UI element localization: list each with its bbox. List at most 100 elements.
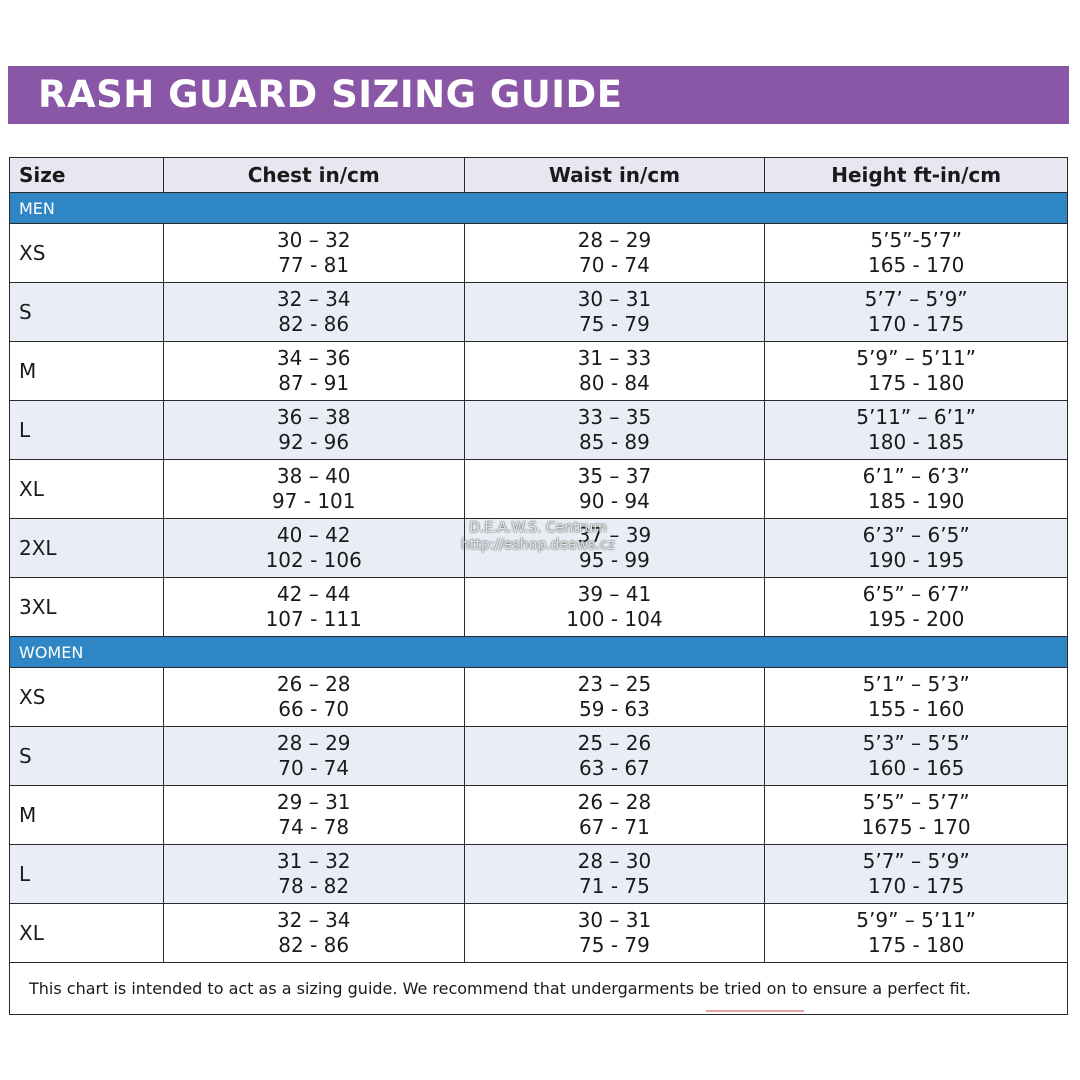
chest-values: 26 – 28 66 - 70 <box>277 672 351 722</box>
chest-imperial: 36 – 38 <box>276 405 351 429</box>
table-row: S 32 – 34 82 - 86 30 – 31 75 - 79 5’7’ – 5’9”… <box>10 283 1067 342</box>
height-imperial: 5’5”-5’7” <box>870 228 962 252</box>
chest-imperial: 31 – 32 <box>276 849 351 873</box>
height-imperial: 5’1” – 5’3” <box>862 672 970 696</box>
waist-values: 31 – 33 80 - 84 <box>578 346 652 396</box>
table-row: M 34 – 36 87 - 91 31 – 33 80 - 84 5’9” – 5’11… <box>10 342 1067 401</box>
table-row: 2XL 40 – 42 102 - 106 37 – 39 95 - 99 6’3” – … <box>10 519 1067 578</box>
waist-metric: 75 - 79 <box>579 933 650 957</box>
chest-values: 42 – 44 107 - 111 <box>266 582 362 632</box>
height-values: 5’7” – 5’9” 170 - 175 <box>863 849 970 899</box>
waist-cell: 23 – 25 59 - 63 <box>465 668 766 726</box>
height-values: 6’1” – 6’3” 185 - 190 <box>863 464 970 514</box>
height-cell: 6’3” – 6’5” 190 - 195 <box>765 519 1067 577</box>
height-metric: 175 - 180 <box>868 371 965 395</box>
waist-values: 28 – 30 71 - 75 <box>578 849 652 899</box>
waist-cell: 28 – 30 71 - 75 <box>465 845 766 903</box>
waist-values: 35 – 37 90 - 94 <box>578 464 652 514</box>
height-metric: 180 - 185 <box>868 430 965 454</box>
waist-imperial: 37 – 39 <box>577 523 652 547</box>
chest-cell: 32 – 34 82 - 86 <box>164 904 465 962</box>
chest-imperial: 32 – 34 <box>276 287 351 311</box>
table-header-row: Size Chest in/cm Waist in/cm Height ft-i… <box>10 158 1067 193</box>
size-cell: XS <box>10 224 164 282</box>
height-cell: 5’7’ – 5’9” 170 - 175 <box>765 283 1067 341</box>
sizing-table: Size Chest in/cm Waist in/cm Height ft-i… <box>9 157 1068 1015</box>
watermark: D.E.A.W.S. Centrum http://eshop.deaws.cz <box>438 520 638 554</box>
waist-cell: 30 – 31 75 - 79 <box>465 904 766 962</box>
size-cell: M <box>10 786 164 844</box>
chest-imperial: 40 – 42 <box>276 523 351 547</box>
red-mark <box>706 1010 804 1012</box>
chest-values: 36 – 38 92 - 96 <box>277 405 351 455</box>
chest-cell: 36 – 38 92 - 96 <box>164 401 465 459</box>
waist-values: 26 – 28 67 - 71 <box>578 790 652 840</box>
group-header-men: MEN <box>10 193 1067 224</box>
chest-metric: 82 - 86 <box>278 312 350 336</box>
height-metric: 155 - 160 <box>868 697 965 721</box>
page-title: RASH GUARD SIZING GUIDE <box>38 73 623 116</box>
chest-values: 40 – 42 102 - 106 <box>266 523 362 573</box>
table-row: XS 30 – 32 77 - 81 28 – 29 70 - 74 5’5”-5’7” 1… <box>10 224 1067 283</box>
title-banner: RASH GUARD SIZING GUIDE <box>8 66 1069 124</box>
height-imperial: 6’5” – 6’7” <box>862 582 970 606</box>
height-metric: 175 - 180 <box>868 933 965 957</box>
height-values: 5’7’ – 5’9” 170 - 175 <box>865 287 968 337</box>
chest-values: 38 – 40 97 - 101 <box>272 464 356 514</box>
waist-imperial: 30 – 31 <box>577 908 652 932</box>
height-imperial: 5’7’ – 5’9” <box>864 287 968 311</box>
size-cell: M <box>10 342 164 400</box>
table-row: XL 32 – 34 82 - 86 30 – 31 75 - 79 5’9” – 5’1… <box>10 904 1067 963</box>
height-cell: 5’9” – 5’11” 175 - 180 <box>765 342 1067 400</box>
waist-cell: 26 – 28 67 - 71 <box>465 786 766 844</box>
chest-cell: 38 – 40 97 - 101 <box>164 460 465 518</box>
chest-cell: 31 – 32 78 - 82 <box>164 845 465 903</box>
waist-values: 30 – 31 75 - 79 <box>578 287 652 337</box>
group-header-women: WOMEN <box>10 637 1067 668</box>
height-values: 6’3” – 6’5” 190 - 195 <box>863 523 970 573</box>
chest-imperial: 42 – 44 <box>276 582 351 606</box>
chest-metric: 77 - 81 <box>278 253 350 277</box>
height-values: 5’5”-5’7” 165 - 170 <box>868 228 964 278</box>
height-values: 5’3” – 5’5” 160 - 165 <box>863 731 970 781</box>
height-cell: 5’3” – 5’5” 160 - 165 <box>765 727 1067 785</box>
height-cell: 5’5”-5’7” 165 - 170 <box>765 224 1067 282</box>
chest-cell: 29 – 31 74 - 78 <box>164 786 465 844</box>
height-cell: 5’9” – 5’11” 175 - 180 <box>765 904 1067 962</box>
chest-metric: 66 - 70 <box>278 697 350 721</box>
waist-cell: 31 – 33 80 - 84 <box>465 342 766 400</box>
chest-cell: 42 – 44 107 - 111 <box>164 578 465 636</box>
chest-metric: 97 - 101 <box>271 489 356 513</box>
chest-cell: 28 – 29 70 - 74 <box>164 727 465 785</box>
waist-cell: 39 – 41 100 - 104 <box>465 578 766 636</box>
height-metric: 190 - 195 <box>868 548 965 572</box>
height-cell: 5’7” – 5’9” 170 - 175 <box>765 845 1067 903</box>
header-height: Height ft-in/cm <box>831 163 1002 187</box>
chest-imperial: 34 – 36 <box>276 346 351 370</box>
height-values: 5’9” – 5’11” 175 - 180 <box>856 908 976 958</box>
chest-metric: 74 - 78 <box>278 815 350 839</box>
waist-imperial: 23 – 25 <box>577 672 652 696</box>
waist-metric: 70 - 74 <box>579 253 650 277</box>
waist-values: 39 – 41 100 - 104 <box>566 582 662 632</box>
size-cell: L <box>10 845 164 903</box>
watermark-line-1: D.E.A.W.S. Centrum <box>469 520 607 536</box>
height-values: 5’1” – 5’3” 155 - 160 <box>863 672 970 722</box>
waist-imperial: 39 – 41 <box>577 582 652 606</box>
table-row: L 31 – 32 78 - 82 28 – 30 71 - 75 5’7” – 5’9”… <box>10 845 1067 904</box>
waist-metric: 63 - 67 <box>579 756 650 780</box>
chest-imperial: 38 – 40 <box>276 464 351 488</box>
waist-values: 28 – 29 70 - 74 <box>578 228 652 278</box>
height-imperial: 5’9” – 5’11” <box>856 346 977 370</box>
chest-metric: 107 - 111 <box>265 607 362 631</box>
waist-values: 25 – 26 63 - 67 <box>578 731 652 781</box>
chest-imperial: 26 – 28 <box>276 672 351 696</box>
height-metric: 170 - 175 <box>868 874 965 898</box>
chest-values: 32 – 34 82 - 86 <box>277 287 351 337</box>
waist-metric: 71 - 75 <box>579 874 650 898</box>
sizing-note: This chart is intended to act as a sizin… <box>29 979 971 998</box>
chest-metric: 78 - 82 <box>278 874 350 898</box>
size-cell: S <box>10 727 164 785</box>
chest-values: 28 – 29 70 - 74 <box>277 731 351 781</box>
chest-values: 30 – 32 77 - 81 <box>277 228 351 278</box>
